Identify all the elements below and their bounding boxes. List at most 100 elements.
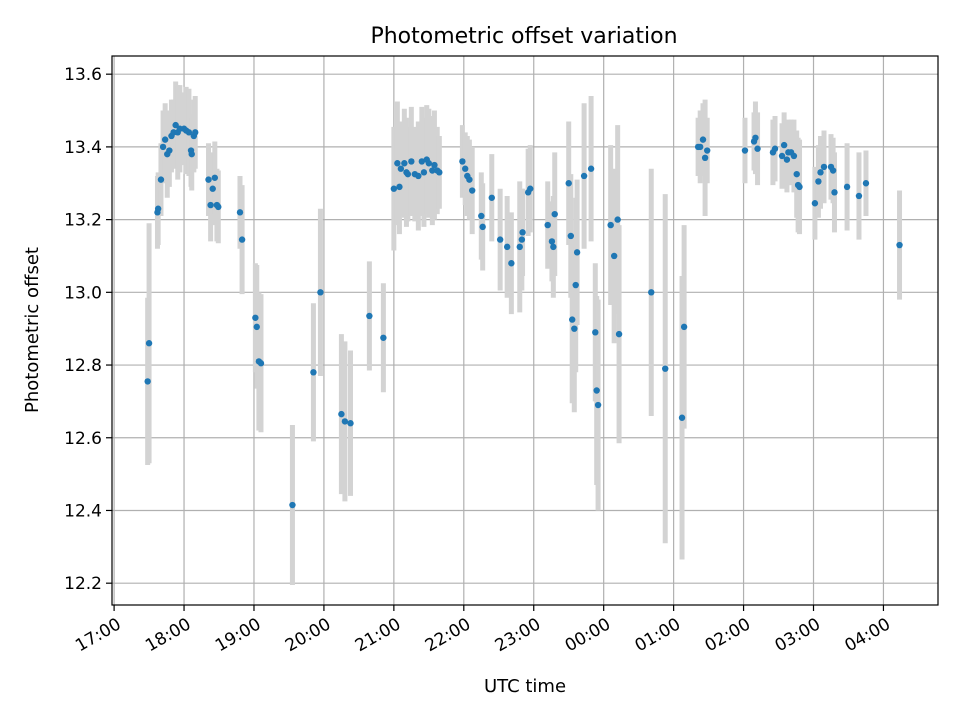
data-point [518, 236, 526, 243]
x-axis-label: UTC time [484, 676, 566, 697]
data-point [496, 236, 504, 243]
data-point [790, 152, 798, 160]
data-point [341, 418, 349, 425]
data-point [209, 185, 216, 192]
data-point [317, 289, 324, 296]
data-point [401, 160, 408, 167]
y-tick-label: 12.2 [64, 574, 102, 594]
data-point [166, 147, 173, 154]
data-point [703, 147, 711, 154]
data-point [478, 212, 485, 220]
data-point [211, 174, 219, 181]
data-point [699, 136, 707, 143]
data-point [404, 170, 412, 178]
x-tick-label: 00:00 [562, 614, 614, 656]
data-point [366, 312, 373, 320]
data-point [527, 185, 534, 192]
data-point [829, 167, 837, 174]
data-point [172, 121, 179, 129]
data-point [338, 410, 345, 418]
x-tick-label: 19:00 [212, 614, 264, 656]
data-point [408, 158, 415, 165]
y-axis-ticks: 12.2 12.4 12.6 12.8 13.0 13.2 13.4 13.6 [64, 65, 112, 594]
data-point [580, 172, 588, 180]
data-point [548, 238, 556, 245]
data-point [569, 316, 576, 323]
grid-lines [112, 56, 938, 605]
data-point [215, 203, 222, 211]
data-point [459, 158, 466, 165]
data-point [680, 323, 688, 331]
x-tick-label: 22:00 [422, 614, 474, 656]
plot-frame [111, 55, 939, 606]
data-point [380, 334, 387, 341]
data-point [347, 420, 354, 427]
x-tick-label: 23:00 [492, 614, 544, 656]
data-point [752, 134, 759, 142]
data-point [811, 200, 819, 207]
data-point [185, 129, 193, 136]
data-point [855, 192, 863, 200]
x-axis-ticks: 17:00 18:00 19:00 20:00 21:00 22:00 23:00 00:00… [72, 605, 894, 656]
data-point [508, 260, 515, 267]
data-point [741, 147, 749, 154]
data-point [192, 129, 199, 136]
data-point [544, 221, 551, 229]
data-point [648, 289, 655, 296]
data-point [662, 365, 669, 372]
x-tick-label: 20:00 [282, 614, 334, 656]
data-point [594, 401, 602, 409]
data-point [820, 163, 828, 171]
x-tick-label: 21:00 [352, 614, 404, 656]
data-point [394, 160, 401, 167]
x-tick-label: 01:00 [632, 614, 684, 656]
data-point [550, 243, 557, 251]
data-point [519, 229, 526, 236]
data-point [551, 210, 558, 218]
data-point [157, 176, 165, 183]
data-point [205, 176, 212, 183]
data-point [778, 152, 786, 160]
data-point [420, 169, 428, 176]
data-point [289, 501, 296, 509]
data-point [468, 187, 476, 194]
data-point [257, 360, 265, 367]
data-point [462, 165, 469, 172]
data-point [592, 329, 599, 336]
y-tick-label: 13.2 [64, 211, 102, 231]
data-point [396, 183, 403, 191]
data-point [144, 378, 151, 385]
x-tick-label: 18:00 [142, 614, 194, 656]
y-tick-label: 12.4 [64, 501, 102, 521]
data-point [238, 236, 246, 243]
data-point [466, 176, 473, 183]
x-tick-label: 04:00 [842, 614, 894, 656]
data-point [390, 185, 398, 192]
data-point [896, 241, 903, 249]
data-point [503, 243, 511, 251]
data-point [796, 183, 803, 191]
data-point [252, 314, 259, 321]
data-point [565, 180, 572, 187]
data-point [843, 183, 851, 191]
y-axis-label: Photometric offset [22, 247, 43, 413]
data-point [571, 325, 578, 332]
data-point [607, 221, 614, 229]
data-points [144, 121, 903, 509]
data-point [418, 158, 426, 165]
data-point [614, 216, 621, 223]
data-point [479, 223, 486, 231]
data-point [431, 161, 438, 169]
chart-title: Photometric offset variation [370, 24, 677, 49]
data-point [572, 281, 579, 289]
data-point [610, 252, 618, 260]
data-point [253, 323, 260, 331]
data-point [754, 145, 761, 152]
y-tick-label: 12.6 [64, 429, 102, 449]
data-point [236, 209, 244, 216]
x-tick-label: 17:00 [72, 614, 124, 656]
x-tick-label: 02:00 [702, 614, 754, 656]
data-point [415, 172, 422, 180]
data-point [615, 330, 623, 338]
data-point [429, 167, 436, 174]
